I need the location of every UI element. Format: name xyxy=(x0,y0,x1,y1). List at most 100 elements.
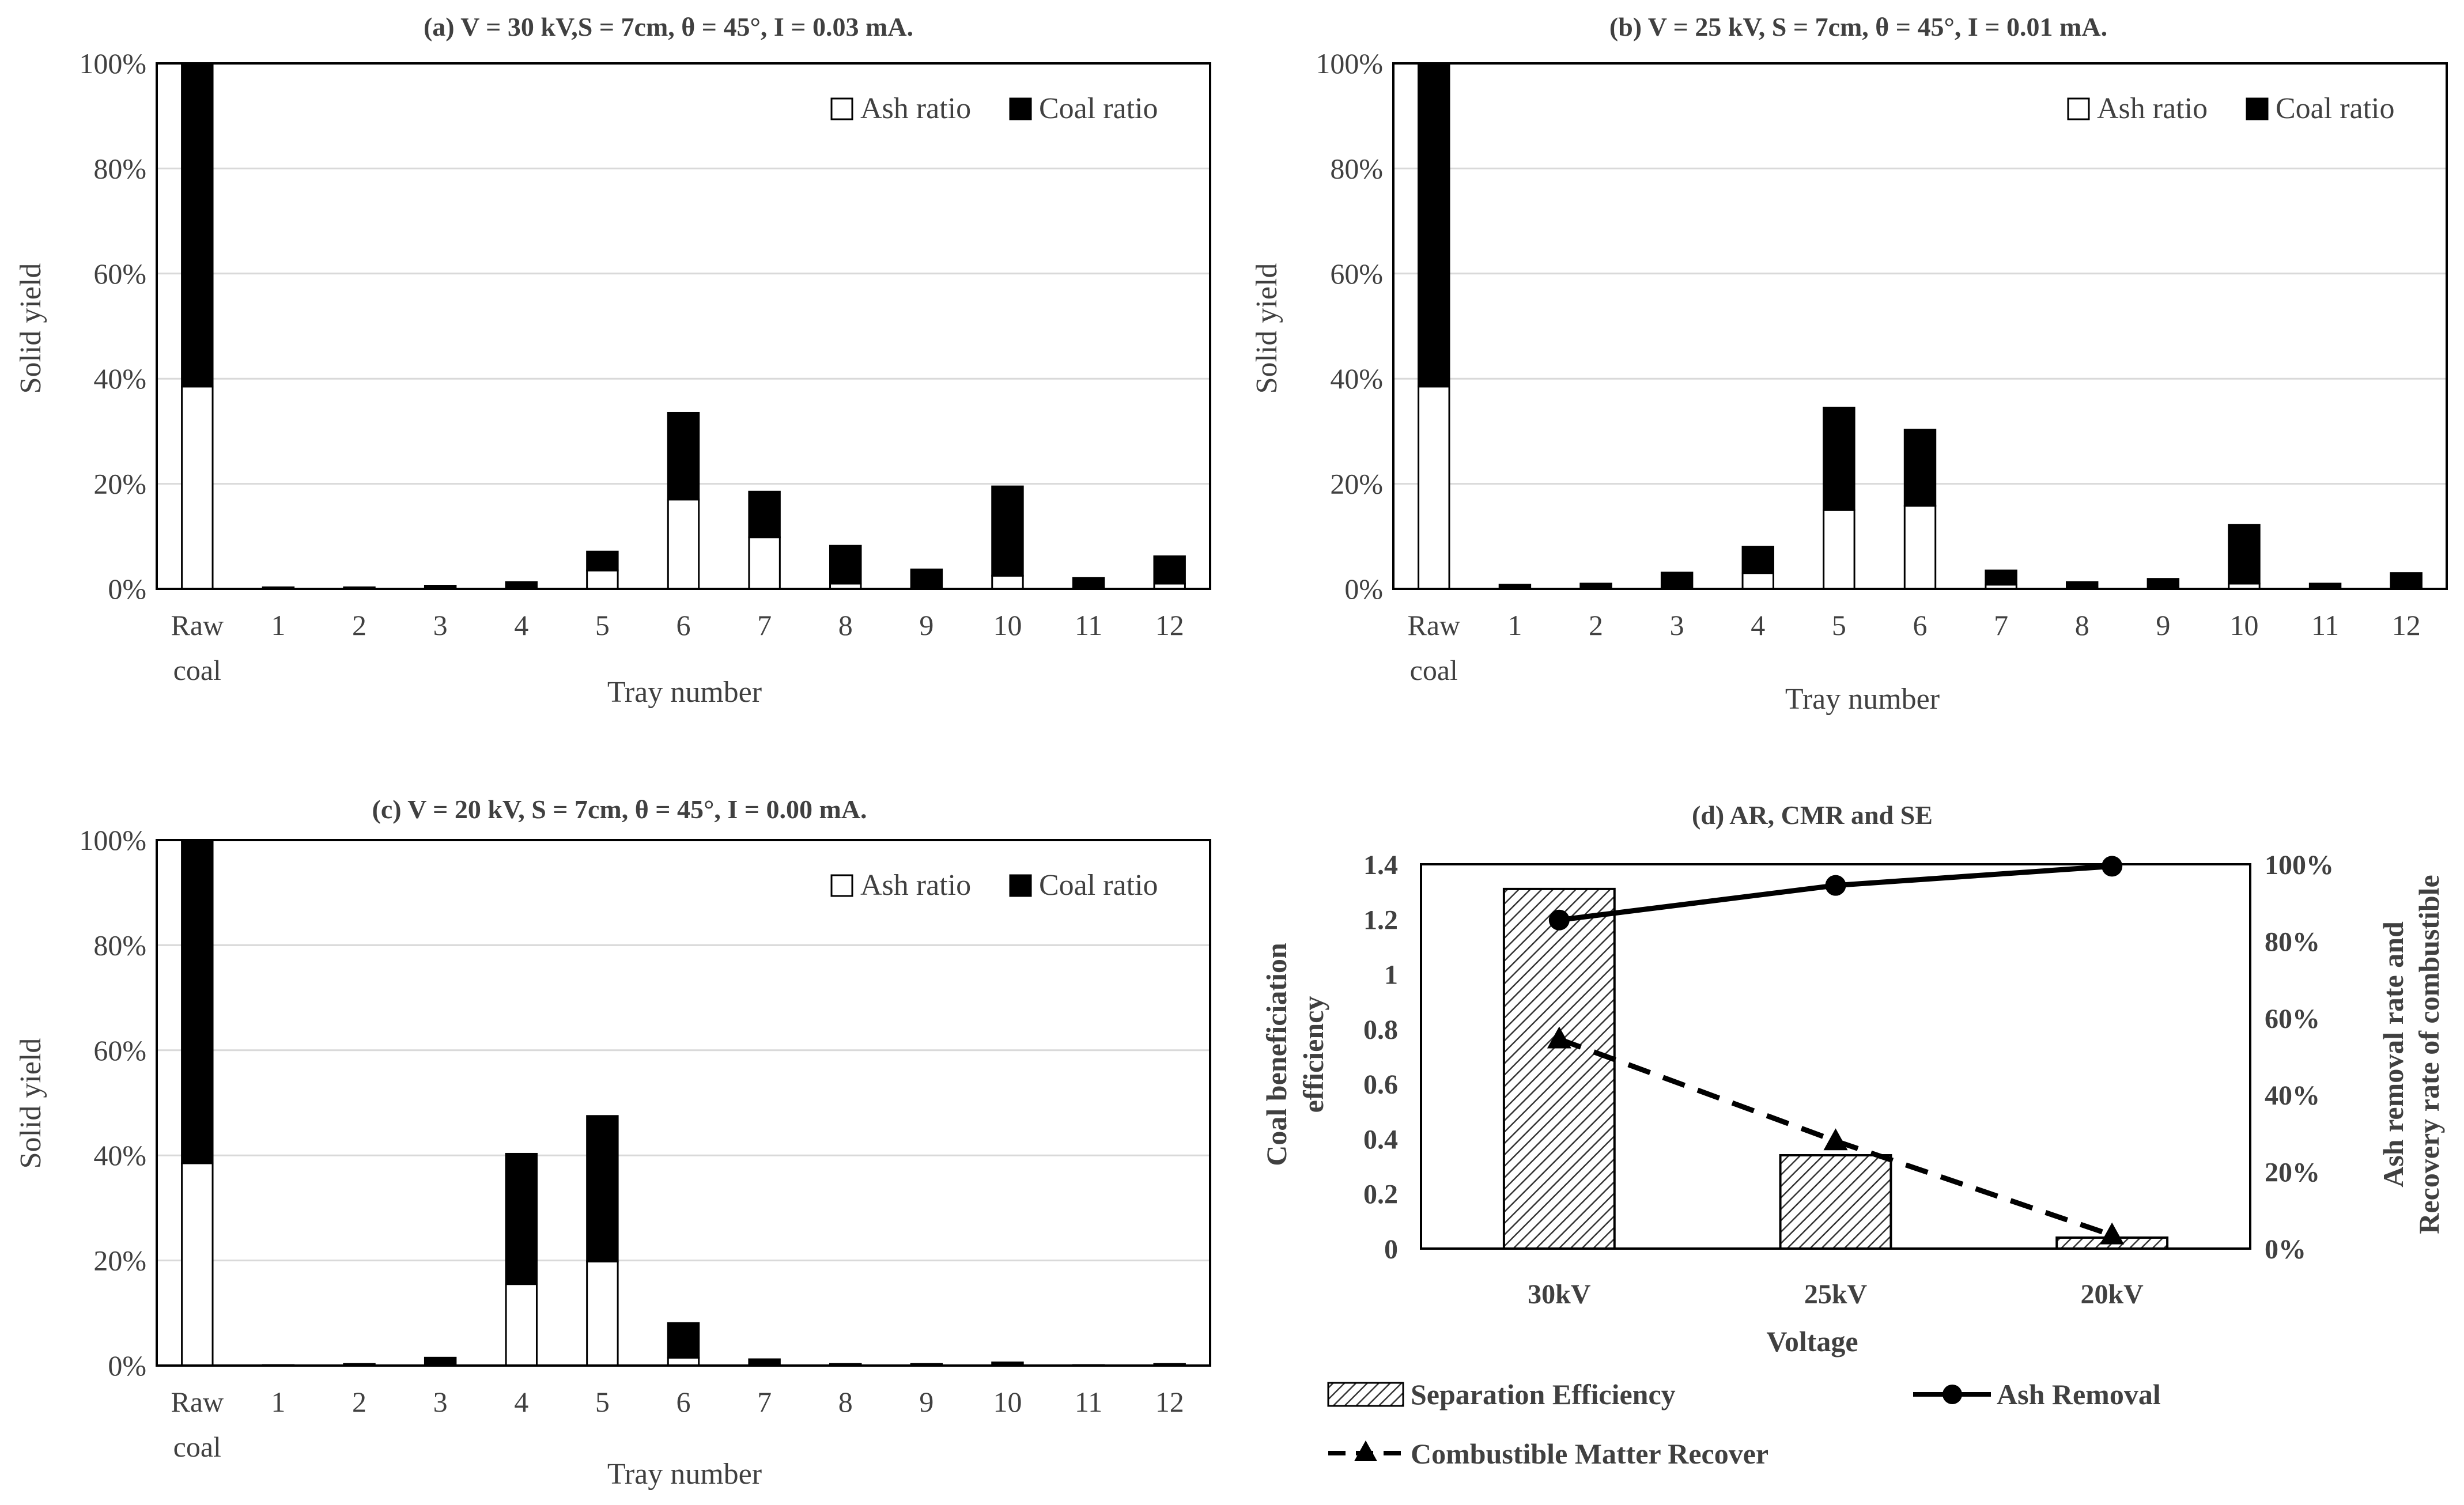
bar-coal xyxy=(424,1356,457,1367)
bar-ash xyxy=(586,1260,619,1367)
x-tick-label: 5 xyxy=(595,609,610,641)
bar-coal xyxy=(1660,572,1694,590)
bar-coal xyxy=(1823,406,1855,511)
y-tick-label: 40% xyxy=(93,362,146,395)
y2-tick-label: 0% xyxy=(2265,1234,2306,1265)
legend-marker-ash-removal xyxy=(1943,1385,1962,1404)
x-tick-label: 10 xyxy=(2229,609,2258,641)
panel-b-ylabel: Solid yield xyxy=(1250,263,1283,394)
bar-ash xyxy=(667,498,700,590)
x-tick-label: 5 xyxy=(595,1386,610,1418)
bar-coal xyxy=(2390,572,2423,589)
x-tick-label: 9 xyxy=(919,1386,934,1418)
x-tick-label: 3 xyxy=(433,609,448,641)
panel-b-title: (b) V = 25 kV, S = 7cm, θ = 45°, I = 0.0… xyxy=(1609,12,2107,41)
bar-coal xyxy=(586,1115,619,1262)
y-tick-label: 0 xyxy=(1384,1234,1398,1265)
x-tick-label: 2 xyxy=(352,1386,366,1418)
legend-swatch-coal xyxy=(1009,97,1032,120)
y-tick-label: 0.6 xyxy=(1363,1069,1398,1100)
x-tick-label: 3 xyxy=(433,1386,448,1418)
x-tick-label: 2 xyxy=(352,609,366,641)
y-tick-label: 60% xyxy=(93,1034,146,1067)
legend-swatch-separation-efficiency xyxy=(1327,1382,1404,1407)
bar-coal xyxy=(829,544,862,585)
panel-b: (b) V = 25 kV, S = 7cm, θ = 45°, I = 0.0… xyxy=(1250,12,2448,716)
legend-label: Coal ratio xyxy=(1039,92,1158,125)
legend-label: Combustible Matter Recover xyxy=(1411,1438,1768,1470)
x-tick-label: 3 xyxy=(1670,609,1684,641)
panel-c: (c) V = 20 kV, S = 7cm, θ = 45°, I = 0.0… xyxy=(14,795,1211,1491)
y2-tick-label: 20% xyxy=(2265,1158,2320,1188)
x-tick-label: 6 xyxy=(677,1386,691,1418)
panel-a-title: (a) V = 30 kV,S = 7cm, θ = 45°, I = 0.03… xyxy=(424,12,913,41)
combustible-recover-point xyxy=(2100,1222,2125,1245)
y-tick-label: 80% xyxy=(1330,152,1383,184)
panel-d-xlabel: Voltage xyxy=(1766,1325,1858,1357)
x-tick-label: 11 xyxy=(2311,609,2339,641)
panel-c-title: (c) V = 20 kV, S = 7cm, θ = 45°, I = 0.0… xyxy=(372,795,867,824)
bar-coal xyxy=(505,1152,538,1285)
plot-frame xyxy=(156,62,1211,590)
y-tick-label: 40% xyxy=(1330,362,1383,395)
x-tick-label: 10 xyxy=(993,1386,1022,1418)
x-tick-label: 11 xyxy=(1075,609,1102,641)
x-tick-label: 1 xyxy=(271,609,285,641)
ash-removal-point xyxy=(2102,856,2123,877)
bar-coal xyxy=(667,1322,700,1359)
bar-ash xyxy=(181,1162,214,1367)
y-tick-label: 100% xyxy=(79,47,146,80)
combustible-recover-point xyxy=(1823,1128,1848,1151)
bar-coal xyxy=(505,581,538,589)
y-tick-label: 20% xyxy=(93,468,146,500)
panel-a: (a) V = 30 kV,S = 7cm, θ = 45°, I = 0.03… xyxy=(14,12,1211,709)
bar-coal xyxy=(910,568,943,589)
panel-d: (d) AR, CMR and SE 00.20.40.60.811.21.40… xyxy=(1260,800,2445,1470)
y-tick-label: 20% xyxy=(93,1245,146,1277)
x-tick-label: 4 xyxy=(514,609,528,641)
x-tick-label: 7 xyxy=(1994,609,2008,641)
legend-swatch-ash xyxy=(2067,97,2090,120)
bar-coal xyxy=(586,550,619,572)
bar-ash xyxy=(748,536,781,590)
bar-coal xyxy=(2228,524,2261,585)
bar-ash xyxy=(1741,572,1774,590)
bar-ash xyxy=(667,1356,700,1367)
y-tick-label: 1 xyxy=(1384,960,1398,990)
x-tick-label: 8 xyxy=(838,1386,853,1418)
panel-d-y2label-line1: Ash removal rate and xyxy=(2377,921,2409,1188)
bar-ash xyxy=(181,385,214,590)
x-tick-label: 12 xyxy=(1155,1386,1184,1418)
x-tick-label: 8 xyxy=(838,609,853,641)
x-tick-label: 30kV xyxy=(1528,1279,1591,1310)
x-tick-label: 12 xyxy=(2392,609,2421,641)
x-tick-label: coal xyxy=(173,654,221,686)
panel-c-xlabel: Tray number xyxy=(607,1458,762,1491)
x-tick-label: 5 xyxy=(1832,609,1846,641)
bar-ash xyxy=(991,574,1024,590)
legend-label: Ash Removal xyxy=(1997,1378,2161,1411)
x-tick-label: 6 xyxy=(1913,609,1928,641)
bar-coal xyxy=(1418,62,1450,388)
bar-ash xyxy=(1823,509,1855,590)
bar-coal xyxy=(748,490,781,539)
bar-coal xyxy=(1741,546,1774,574)
bar-coal xyxy=(1072,577,1105,589)
x-tick-label: 2 xyxy=(1589,609,1603,641)
y-tick-label: 60% xyxy=(1330,258,1383,290)
plot-frame xyxy=(1420,863,2251,1250)
panel-a-xlabel: Tray number xyxy=(607,676,762,709)
bar-separation-efficiency xyxy=(1779,1154,1892,1250)
y-tick-label: 60% xyxy=(93,258,146,290)
combustible-recover-point xyxy=(1547,1026,1571,1049)
x-tick-label: 4 xyxy=(1751,609,1765,641)
y-tick-label: 0.2 xyxy=(1363,1179,1398,1210)
x-tick-label: 1 xyxy=(271,1386,285,1418)
bar-coal xyxy=(991,485,1024,577)
y-tick-label: 0% xyxy=(108,573,146,605)
ash-removal-point xyxy=(1548,909,1570,931)
